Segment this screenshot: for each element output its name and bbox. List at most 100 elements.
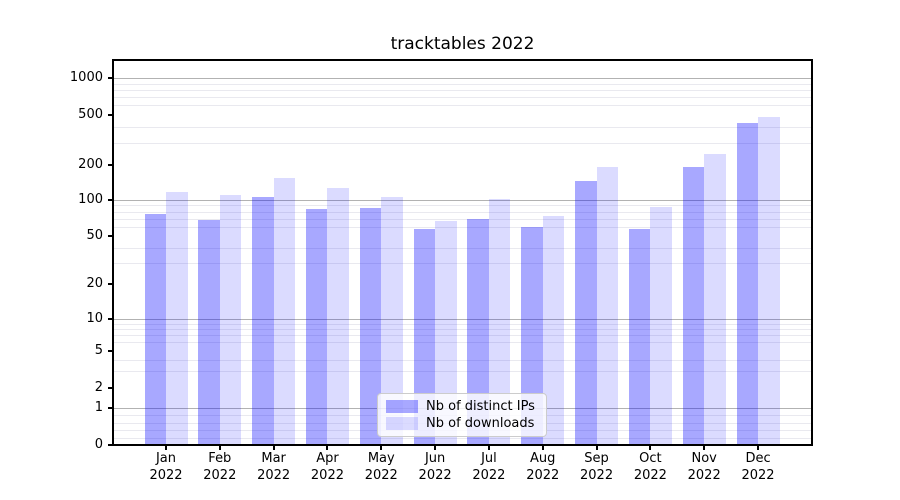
y-tick-label: 1 [94, 399, 103, 415]
x-tick-month: Jun [424, 451, 446, 466]
x-tick-label: Feb 2022 [192, 450, 248, 484]
minor-gridline [113, 262, 812, 264]
x-tick-year: 2022 [741, 468, 775, 483]
y-tick-label: 5 [94, 342, 103, 358]
minor-gridline [113, 142, 812, 144]
y-tick-mark [108, 283, 112, 285]
bar-distinct-ips-sep [575, 180, 597, 444]
minor-gridline [113, 211, 812, 213]
minor-gridline [113, 218, 812, 220]
bottom-spine [113, 444, 812, 446]
minor-gridline [113, 335, 812, 337]
bar-downloads-apr [327, 188, 349, 444]
x-tick-label: Jun 2022 [407, 450, 463, 484]
y-tick-label: 20 [86, 276, 103, 291]
x-tick-label: May 2022 [353, 450, 409, 484]
bar-downloads-jul [488, 199, 511, 444]
legend-swatch-distinct-ips [386, 400, 418, 413]
bar-downloads-sep [596, 166, 619, 444]
x-tick-year: 2022 [633, 468, 667, 483]
x-tick-year: 2022 [580, 468, 614, 483]
minor-gridline [113, 342, 812, 344]
x-tick-year: 2022 [418, 468, 452, 483]
y-tick-label: 500 [78, 107, 103, 122]
x-tick-label: Mar 2022 [246, 450, 302, 484]
y-tick-mark [108, 114, 112, 116]
x-tick-month: Feb [208, 451, 232, 466]
bar-distinct-ips-aug [521, 227, 543, 444]
legend-label: Nb of distinct IPs [426, 399, 535, 414]
bar-distinct-ips-jun [413, 229, 436, 444]
x-tick-mark [487, 446, 490, 450]
bar-downloads-aug [542, 216, 565, 444]
y-tick-mark [108, 163, 112, 166]
minor-gridline [113, 323, 812, 325]
bar-downloads-oct [650, 207, 672, 444]
x-tick-month: Apr [316, 451, 339, 466]
y-tick-mark [108, 199, 112, 201]
x-tick-mark [649, 446, 652, 450]
x-tick-label: Dec 2022 [730, 450, 786, 484]
bar-distinct-ips-dec [736, 122, 759, 444]
minor-gridline [113, 437, 812, 439]
bar-downloads-jan [166, 191, 188, 444]
y-tick-mark [108, 318, 112, 320]
x-tick-label: Sep 2022 [569, 450, 625, 484]
x-tick-mark [272, 446, 275, 450]
y-tick-label: 100 [78, 192, 103, 207]
x-tick-mark [165, 446, 167, 450]
bar-distinct-ips-jan [144, 214, 166, 444]
y-tick-label: 2 [94, 379, 103, 395]
x-tick-month: Oct [639, 451, 662, 466]
bar-distinct-ips-apr [305, 209, 328, 444]
bar-downloads-jun [435, 220, 457, 444]
y-tick-mark [108, 406, 112, 409]
minor-gridline [113, 359, 812, 361]
top-spine [113, 59, 812, 61]
major-gridline [113, 78, 812, 79]
minor-gridline [113, 205, 812, 207]
x-tick-year: 2022 [687, 468, 721, 483]
bar-downloads-nov [704, 153, 726, 444]
x-tick-year: 2022 [257, 468, 291, 483]
x-tick-label: Apr 2022 [299, 450, 355, 484]
bar-distinct-ips-feb [198, 220, 220, 444]
x-tick-year: 2022 [149, 468, 183, 483]
legend-label: Nb of downloads [426, 416, 535, 431]
x-tick-year: 2022 [364, 468, 398, 483]
chart-title: tracktables 2022 [390, 34, 535, 54]
plot-area [113, 60, 812, 445]
y-tick-label: 1000 [69, 70, 103, 85]
minor-gridline [113, 89, 812, 91]
y-tick-mark [108, 77, 112, 79]
bar-distinct-ips-jul [467, 218, 489, 444]
minor-gridline [113, 329, 812, 331]
x-tick-year: 2022 [472, 468, 506, 483]
x-tick-label: Jan 2022 [138, 450, 194, 484]
y-tick-mark [108, 349, 112, 352]
minor-gridline [113, 226, 812, 228]
bar-downloads-feb [219, 195, 242, 444]
y-tick-mark [108, 235, 112, 237]
bar-downloads-may [381, 196, 403, 444]
y-tick-label: 0 [94, 437, 103, 452]
x-tick-mark [218, 446, 221, 450]
minor-gridline [113, 97, 812, 99]
x-tick-year: 2022 [203, 468, 237, 483]
x-tick-mark [757, 446, 760, 450]
y-tick-mark [108, 444, 112, 446]
legend: Nb of distinct IPs Nb of downloads [377, 393, 547, 437]
x-tick-label: Oct 2022 [622, 450, 678, 484]
y-tick-label: 10 [86, 311, 103, 326]
y-tick-label: 50 [86, 228, 103, 243]
left-spine [112, 59, 114, 446]
legend-swatch-downloads [386, 417, 418, 430]
x-tick-month: May [367, 451, 395, 466]
x-tick-mark [326, 446, 329, 450]
bar-distinct-ips-mar [252, 197, 274, 444]
x-tick-month: Nov [691, 451, 717, 466]
x-tick-mark [595, 446, 598, 450]
y-tick-label: 200 [78, 156, 103, 172]
bar-downloads-dec [758, 116, 780, 444]
